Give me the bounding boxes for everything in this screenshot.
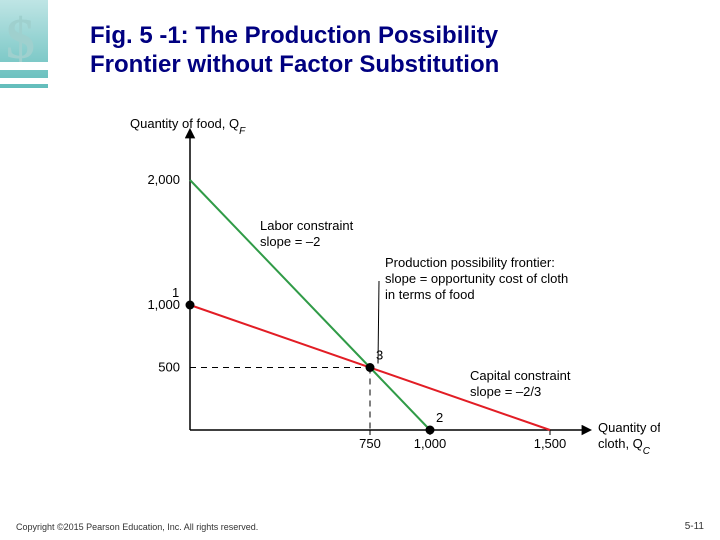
x-tick-label: 1,000 [414,436,447,451]
capital-constraint-line-label: Capital constraint [470,368,571,383]
sidebar-graphic: $ [0,0,48,88]
point-3 [366,363,375,372]
title-line1: Fig. 5 -1: The Production Possibility [90,22,498,49]
ppf-label2: slope = opportunity cost of cloth [385,271,568,286]
y-tick-label: 2,000 [147,172,180,187]
chart: Quantity of food, QF Quantity ofcloth, QC… [100,110,660,490]
ppf-label3: in terms of food [385,287,475,302]
figure-title: Fig. 5 -1: The Production Possibility Fr… [90,22,499,80]
x-axis-label: Quantity of [598,420,660,435]
x-tick-label: 750 [359,436,381,451]
y-tick-label: 500 [158,360,180,375]
ppf-label: Production possibility frontier: [385,255,555,270]
point-label-1: 1 [172,285,179,300]
title-line2: Frontier without Factor Substitution [90,51,499,78]
page-number: 5-11 [685,521,704,532]
y-axis-label: Quantity of food, QF [130,116,246,137]
x-tick-label: 1,500 [534,436,567,451]
point-label-3: 3 [376,348,383,363]
copyright: Copyright ©2015 Pearson Education, Inc. … [16,522,258,532]
dollar-icon: $ [6,6,35,71]
chart-svg: Quantity of food, QF Quantity ofcloth, QC… [100,110,660,490]
capital-constraint-line-label2: slope = –2/3 [470,384,541,399]
labor-constraint-line-label: Labor constraint [260,218,354,233]
labor-constraint-line-label2: slope = –2 [260,234,320,249]
slide: $ Fig. 5 -1: The Production Possibility … [0,0,720,540]
point-label-2: 2 [436,410,443,425]
x-axis-label2: cloth, QC [598,436,651,457]
point-2 [426,426,435,435]
point-1 [186,301,195,310]
